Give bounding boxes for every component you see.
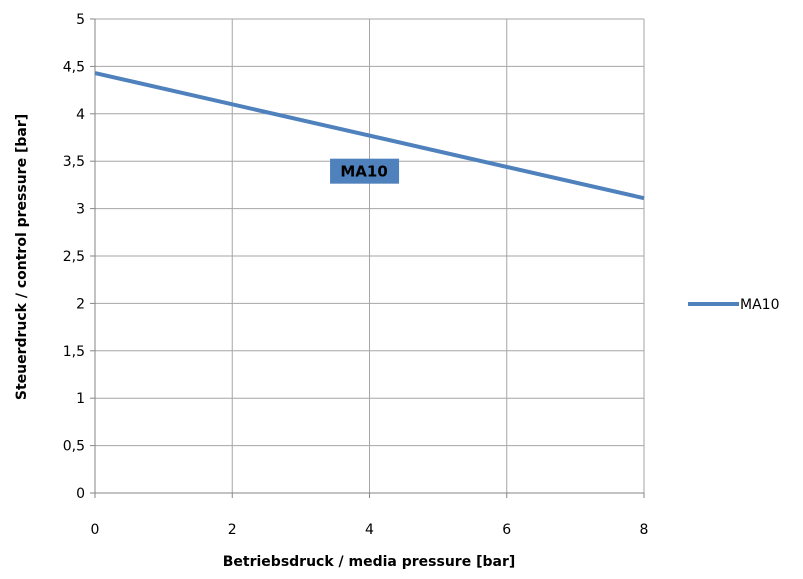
y-tick-label: 2,5	[63, 249, 85, 265]
grid-lines	[95, 18, 645, 493]
x-tick-label: 6	[502, 522, 511, 538]
annotation-label: MA10	[340, 163, 387, 181]
x-tick-labels: 0 2 4 6 8	[91, 522, 649, 538]
y-tick-label: 5	[76, 12, 85, 28]
y-tick-label: 1	[76, 391, 85, 407]
x-tick-label: 2	[228, 522, 237, 538]
x-tick-label: 8	[640, 522, 649, 538]
y-axis-title: Steuerdruck / control pressure [bar]	[14, 114, 30, 400]
legend-label: MA10	[740, 297, 779, 313]
y-tick-label: 4	[76, 107, 85, 123]
series-lines	[94, 71, 645, 201]
y-tick-label: 0,5	[63, 439, 85, 455]
series-line-ma10	[94, 71, 645, 201]
y-tick-labels: 0 0,5 1 1,5 2 2,5 3 3,5 4 4,5 5	[63, 12, 85, 502]
y-tick-label: 0	[76, 486, 85, 502]
legend: MA10	[688, 297, 779, 313]
axes	[90, 18, 645, 498]
x-tick-label: 0	[91, 522, 100, 538]
y-tick-label: 3	[76, 202, 85, 218]
y-tick-label: 2	[76, 296, 85, 312]
x-axis-title: Betriebsdruck / media pressure [bar]	[223, 554, 516, 570]
x-tick-label: 4	[365, 522, 374, 538]
y-tick-label: 3,5	[63, 154, 85, 170]
y-tick-label: 1,5	[63, 344, 85, 360]
y-tick-label: 4,5	[63, 59, 85, 75]
annotations: MA10	[330, 158, 400, 184]
annotation-box	[330, 158, 400, 184]
